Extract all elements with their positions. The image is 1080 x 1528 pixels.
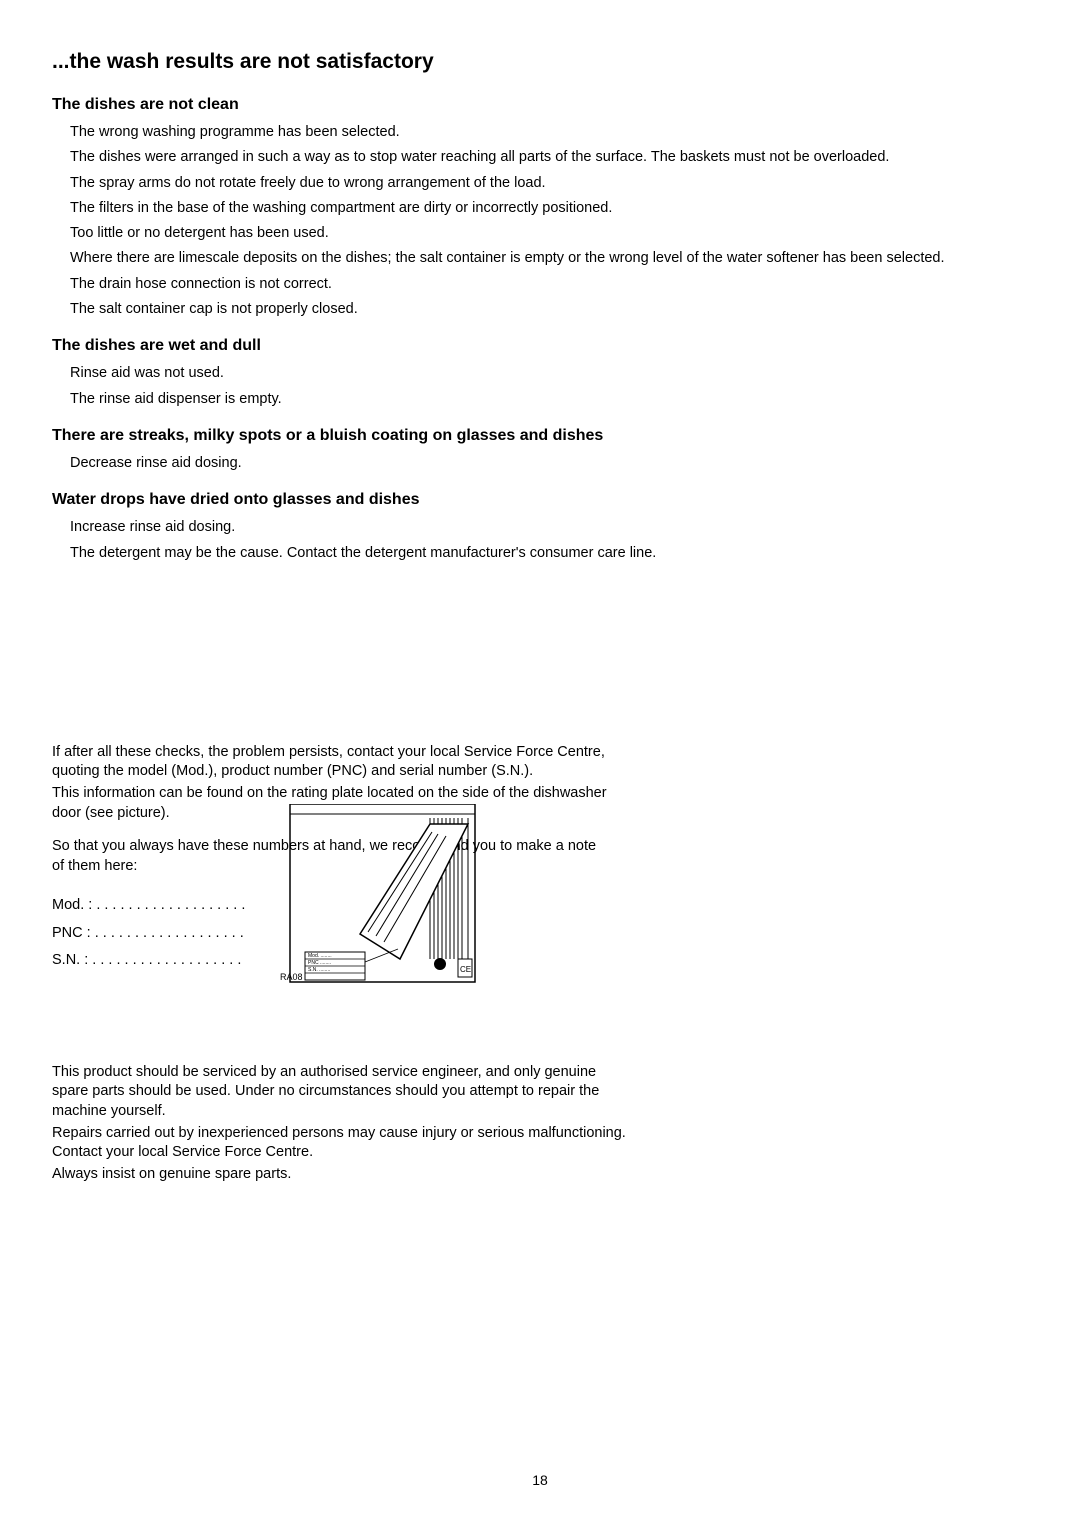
section-water-drops: Water drops have dried onto glasses and … xyxy=(52,491,1028,563)
item: Where there are limescale deposits on th… xyxy=(70,248,1028,268)
section-wet-dull: The dishes are wet and dull Rinse aid wa… xyxy=(52,337,1028,409)
warning-p2: Repairs carried out by inexperienced per… xyxy=(52,1124,632,1163)
svg-text:CE: CE xyxy=(460,965,471,974)
section-streaks: There are streaks, milky spots or a blui… xyxy=(52,427,1028,473)
item: The wrong washing programme has been sel… xyxy=(70,122,1028,142)
page-title: ...the wash results are not satisfactory xyxy=(52,50,1028,74)
item: Decrease rinse aid dosing. xyxy=(70,453,1028,473)
svg-text:PNC ........: PNC ........ xyxy=(308,960,331,966)
item: The salt container cap is not properly c… xyxy=(70,299,1028,319)
item: The spray arms do not rotate freely due … xyxy=(70,173,1028,193)
page-number: 18 xyxy=(0,1472,1080,1488)
rating-plate-diagram: Mod. ........ PNC ........ S.N. ........… xyxy=(280,804,480,984)
svg-text:S.N. ........: S.N. ........ xyxy=(308,967,330,973)
ra-label: RA08 xyxy=(280,972,303,982)
svg-text:Mod. ........: Mod. ........ xyxy=(308,953,332,959)
warning-p3: Always insist on genuine spare parts. xyxy=(52,1165,632,1185)
warning-p1: This product should be serviced by an au… xyxy=(52,1063,632,1122)
item: Too little or no detergent has been used… xyxy=(70,223,1028,243)
item: The rinse aid dispenser is empty. xyxy=(70,389,1028,409)
item: Increase rinse aid dosing. xyxy=(70,517,1028,537)
item: The detergent may be the cause. Contact … xyxy=(70,543,1028,563)
section-not-clean: The dishes are not clean The wrong washi… xyxy=(52,96,1028,319)
service-warning: This product should be serviced by an au… xyxy=(52,1063,632,1184)
heading-wet-dull: The dishes are wet and dull xyxy=(52,337,1028,355)
heading-water-drops: Water drops have dried onto glasses and … xyxy=(52,491,1028,509)
heading-streaks: There are streaks, milky spots or a blui… xyxy=(52,427,1028,445)
service-p1: If after all these checks, the problem p… xyxy=(52,743,612,782)
heading-not-clean: The dishes are not clean xyxy=(52,96,1028,114)
dishwasher-icon: Mod. ........ PNC ........ S.N. ........… xyxy=(280,804,480,984)
item: The dishes were arranged in such a way a… xyxy=(70,147,1028,167)
item: Rinse aid was not used. xyxy=(70,363,1028,383)
item: The filters in the base of the washing c… xyxy=(70,198,1028,218)
item: The drain hose connection is not correct… xyxy=(70,274,1028,294)
